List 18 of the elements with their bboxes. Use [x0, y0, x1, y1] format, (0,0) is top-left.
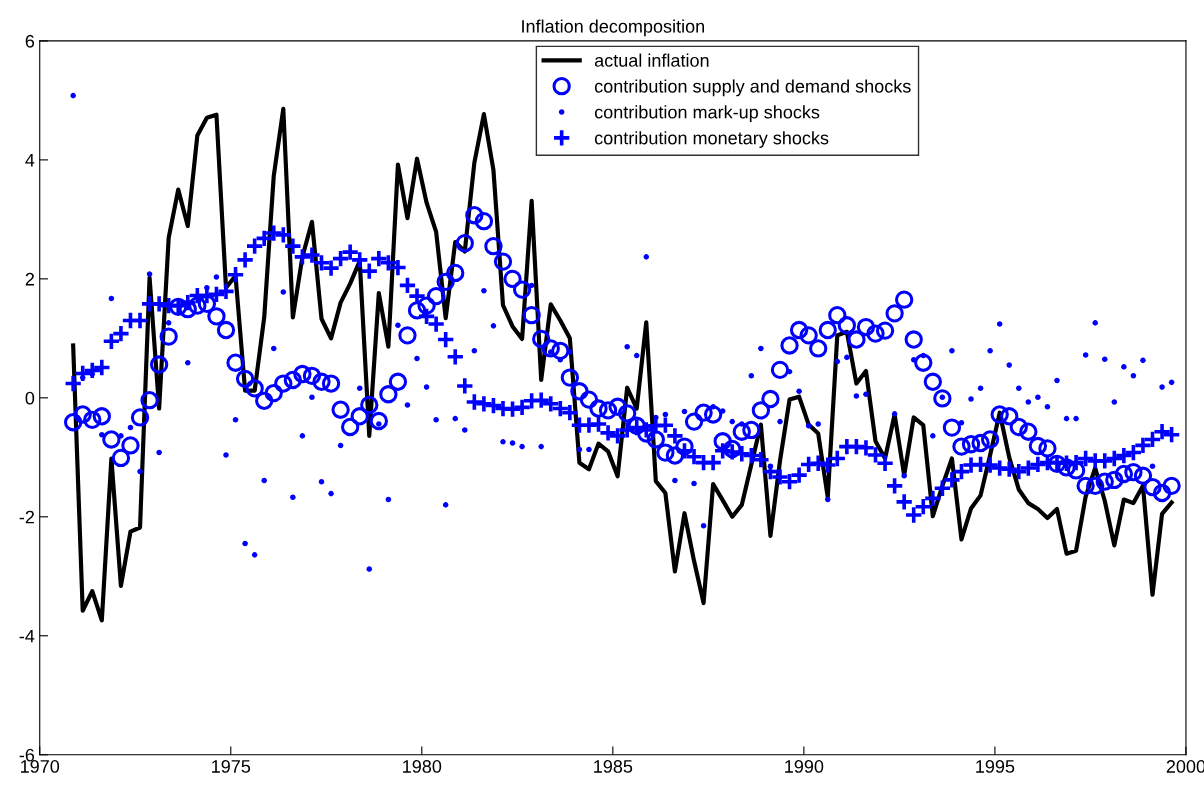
- x-tick-label: 1995: [976, 760, 1015, 773]
- y-tick-label: -4: [19, 629, 35, 643]
- y-tick-label: -6: [19, 748, 35, 762]
- x-tick-label: 1985: [594, 760, 633, 773]
- x-tick-label: 1980: [403, 760, 442, 773]
- legend-label: contribution mark-up shocks: [594, 105, 820, 123]
- legend-label: contribution monetary shocks: [594, 131, 829, 148]
- y-tick-label: 6: [25, 34, 35, 48]
- y-tick-label: -2: [19, 510, 34, 524]
- y-tick-label: 4: [25, 154, 35, 167]
- y-tick-label: 2: [25, 272, 34, 286]
- x-tick-label: 1970: [21, 760, 60, 773]
- legend-label: actual inflation: [594, 53, 709, 67]
- y-tick-label: 0: [25, 391, 35, 405]
- x-tick-label: 1975: [212, 760, 251, 773]
- chart-title: Inflation decomposition: [522, 19, 705, 37]
- legend-label: contribution supply and demand shocks: [594, 79, 911, 97]
- x-tick-label: 1990: [785, 760, 824, 773]
